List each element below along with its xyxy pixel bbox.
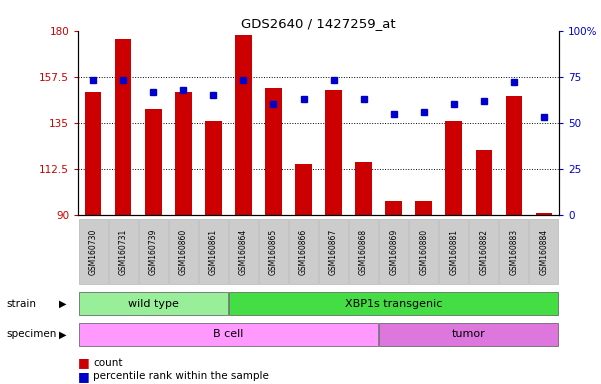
FancyBboxPatch shape (379, 323, 558, 346)
Bar (175, 92, 192, 215)
Text: GSM160865: GSM160865 (269, 228, 278, 275)
Bar (475, 149, 492, 215)
FancyBboxPatch shape (409, 219, 438, 284)
Bar (115, 39, 132, 215)
Bar (325, 90, 342, 215)
Bar (205, 121, 222, 215)
Text: GSM160868: GSM160868 (359, 228, 368, 275)
FancyBboxPatch shape (229, 219, 258, 284)
FancyBboxPatch shape (79, 323, 378, 346)
FancyBboxPatch shape (109, 219, 138, 284)
Text: B cell: B cell (213, 329, 243, 339)
FancyBboxPatch shape (79, 292, 228, 316)
FancyBboxPatch shape (529, 219, 558, 284)
Text: strain: strain (6, 299, 36, 309)
Text: GSM160882: GSM160882 (480, 228, 488, 275)
Text: ▶: ▶ (59, 329, 67, 339)
Text: GSM160739: GSM160739 (149, 228, 157, 275)
Text: GSM160869: GSM160869 (389, 228, 398, 275)
Text: GSM160881: GSM160881 (450, 228, 458, 275)
Bar (145, 109, 162, 215)
Bar (505, 96, 522, 215)
Bar (385, 201, 402, 215)
Bar (85, 92, 102, 215)
Text: GSM160884: GSM160884 (540, 228, 548, 275)
Text: GSM160730: GSM160730 (89, 228, 97, 275)
FancyBboxPatch shape (439, 219, 468, 284)
Text: GSM160731: GSM160731 (119, 228, 127, 275)
Text: ■: ■ (78, 356, 90, 369)
Bar (235, 35, 252, 215)
Text: ▶: ▶ (59, 299, 67, 309)
Bar (445, 121, 462, 215)
Title: GDS2640 / 1427259_at: GDS2640 / 1427259_at (241, 17, 396, 30)
Text: GSM160880: GSM160880 (419, 228, 428, 275)
Text: XBP1s transgenic: XBP1s transgenic (345, 299, 442, 309)
Bar (535, 213, 552, 215)
Bar (265, 88, 282, 215)
Text: tumor: tumor (452, 329, 486, 339)
Bar (355, 162, 372, 215)
Text: GSM160860: GSM160860 (179, 228, 188, 275)
FancyBboxPatch shape (79, 219, 108, 284)
FancyBboxPatch shape (229, 292, 558, 316)
FancyBboxPatch shape (319, 219, 348, 284)
FancyBboxPatch shape (349, 219, 378, 284)
Text: GSM160866: GSM160866 (299, 228, 308, 275)
FancyBboxPatch shape (139, 219, 168, 284)
Text: GSM160861: GSM160861 (209, 228, 218, 275)
Text: wild type: wild type (128, 299, 178, 309)
Text: specimen: specimen (6, 329, 56, 339)
Text: GSM160864: GSM160864 (239, 228, 248, 275)
FancyBboxPatch shape (259, 219, 288, 284)
Text: GSM160883: GSM160883 (510, 228, 518, 275)
FancyBboxPatch shape (169, 219, 198, 284)
FancyBboxPatch shape (469, 219, 498, 284)
FancyBboxPatch shape (379, 219, 408, 284)
FancyBboxPatch shape (289, 219, 318, 284)
FancyBboxPatch shape (199, 219, 228, 284)
Text: percentile rank within the sample: percentile rank within the sample (93, 371, 269, 381)
FancyBboxPatch shape (499, 219, 528, 284)
Text: count: count (93, 358, 123, 368)
Bar (415, 201, 432, 215)
Text: ■: ■ (78, 370, 90, 383)
Text: GSM160867: GSM160867 (329, 228, 338, 275)
Bar (295, 164, 312, 215)
